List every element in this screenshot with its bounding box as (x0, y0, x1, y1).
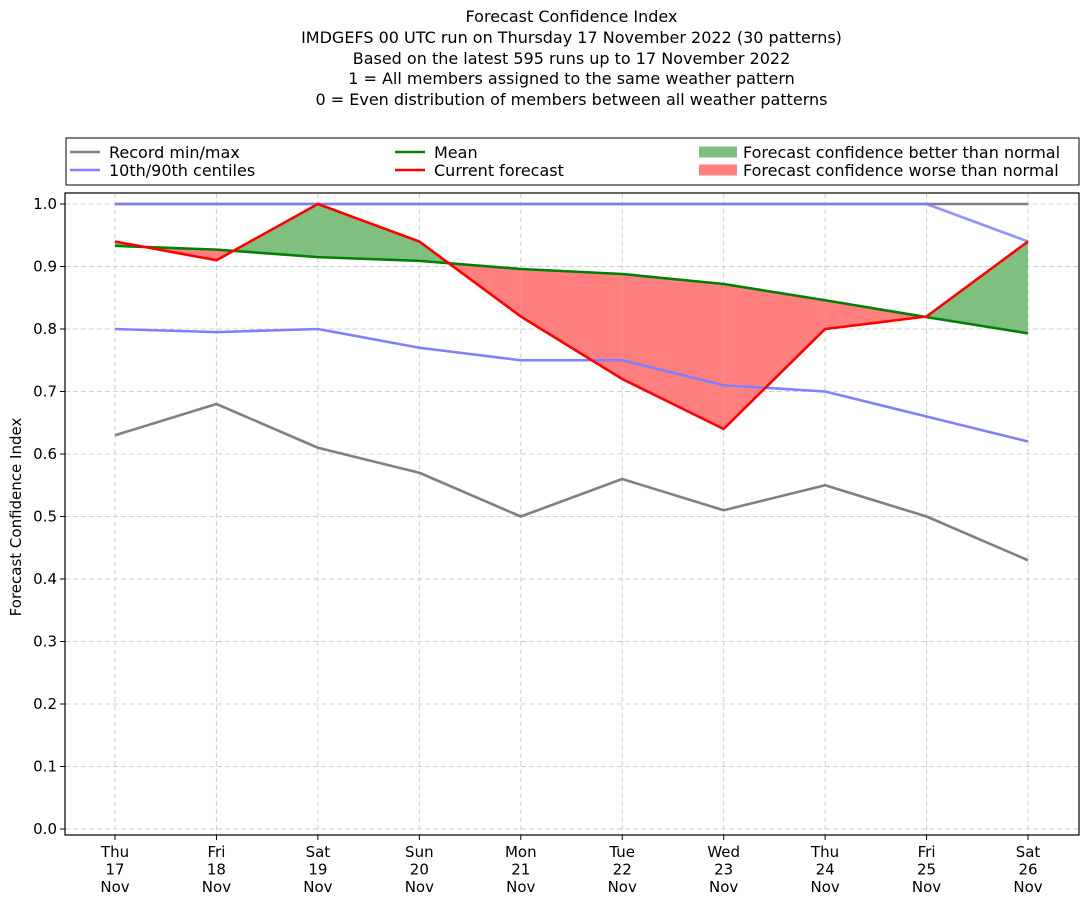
x-tick-month: Nov (100, 878, 129, 896)
x-tick-date: 18 (207, 861, 226, 879)
series-line-current-forecast (114, 202, 1029, 431)
x-tick-date: 26 (1018, 861, 1037, 879)
chart-title: Forecast Confidence Index (465, 7, 678, 26)
y-tick-label: 0.3 (33, 633, 57, 651)
x-tick-month: Nov (303, 878, 332, 896)
fill-better-than-normal (233, 204, 318, 258)
fill-worse-than-normal (723, 284, 826, 429)
x-tick-label: Sun 20 Nov (405, 843, 434, 896)
x-tick-month: Nov (1013, 878, 1042, 896)
fill-areas (115, 204, 1028, 429)
chart-subtitle-runs: Based on the latest 595 runs up to 17 No… (352, 48, 791, 68)
x-tick-day: Sun (405, 843, 434, 861)
x-tick-day: Wed (707, 843, 740, 861)
x-tick-day: Fri (208, 843, 226, 861)
x-tick-label: Thu 24 Nov (810, 843, 840, 896)
series-line-10th-centile (114, 327, 1029, 443)
y-tick-label: 0.9 (33, 258, 57, 276)
x-tick-date: 20 (410, 861, 429, 879)
y-tick-label: 0.1 (33, 758, 57, 776)
x-tick-date: 21 (511, 861, 530, 879)
plot-frame (64, 192, 1080, 836)
chart-subtitle-one: 1 = All members assigned to the same wea… (348, 69, 795, 89)
y-tick-label: 1.0 (33, 195, 57, 213)
y-tick-label: 0.2 (33, 695, 57, 713)
fill-better-than-normal (926, 241, 1028, 334)
x-tick-day: Fri (918, 843, 936, 861)
x-tick-month: Nov (405, 878, 434, 896)
legend-label-forecast-confidence-better-than-normal: Forecast confidence better than normal (743, 143, 1060, 162)
x-tick-label: Thu 17 Nov (100, 843, 130, 896)
x-tick-date: 25 (917, 861, 936, 879)
y-axis-label: Forecast Confidence Index (7, 418, 25, 617)
x-tick-month: Nov (608, 878, 637, 896)
x-tick-label: Sat 19 Nov (303, 843, 332, 896)
series-line-90th-centile (115, 202, 1029, 243)
x-tick-month: Nov (810, 878, 839, 896)
y-tick-label: 0.0 (33, 820, 57, 838)
x-tick-day: Thu (810, 843, 839, 861)
x-tick-label: Tue 22 Nov (608, 843, 637, 896)
legend-label-forecast-confidence-worse-than-normal: Forecast confidence worse than normal (743, 161, 1059, 180)
chart-title-block: Forecast Confidence Index IMDGEFS 00 UTC… (0, 7, 1092, 111)
legend-label-record-min-max: Record min/max (109, 143, 240, 162)
y-tick-label: 0.7 (33, 383, 57, 401)
x-tick-day: Tue (608, 843, 635, 861)
legend-swatch-forecast-confidence-better-than-normal (699, 146, 737, 158)
series-line-mean (114, 244, 1029, 335)
x-tick-month: Nov (912, 878, 941, 896)
x-tick-label: Wed 23 Nov (707, 843, 740, 896)
x-tick-label: Fri 18 Nov (202, 843, 231, 896)
x-tick-day: Sat (306, 843, 331, 861)
y-tick-label: 0.6 (33, 445, 57, 463)
x-tick-month: Nov (506, 878, 535, 896)
x-tick-date: 19 (308, 861, 327, 879)
x-tick-month: Nov (709, 878, 738, 896)
x-tick-month: Nov (202, 878, 231, 896)
x-tick-date: 22 (613, 861, 632, 879)
chart-subtitle-zero: 0 = Even distribution of members between… (315, 90, 828, 110)
x-tick-date: 24 (816, 861, 835, 879)
x-tick-day: Sat (1016, 843, 1041, 861)
x-tick-date: 17 (105, 861, 124, 879)
y-tick-label: 0.8 (33, 320, 57, 338)
legend-label-mean: Mean (434, 143, 478, 162)
legend-label-10th-90th-centiles: 10th/90th centiles (109, 161, 255, 180)
chart-subtitle-run: IMDGEFS 00 UTC run on Thursday 17 Novemb… (301, 27, 842, 47)
fill-worse-than-normal (520, 269, 623, 379)
x-tick-date: 23 (714, 861, 733, 879)
x-tick-day: Thu (100, 843, 129, 861)
fill-worse-than-normal (825, 300, 925, 329)
series-line-record-min (114, 402, 1029, 562)
fill-better-than-normal (317, 204, 420, 261)
y-tick-label: 0.4 (33, 570, 57, 588)
legend-frame (65, 137, 1080, 186)
x-tick-label: Fri 25 Nov (912, 843, 941, 896)
x-tick-day: Mon (505, 843, 537, 861)
y-axis: 0.0 0.1 0.2 0.3 0.4 0.5 0.6 0.7 0.8 0.9 1.0 (33, 195, 65, 838)
legend-label-current-forecast: Current forecast (434, 161, 564, 180)
x-tick-label: Mon 21 Nov (505, 843, 537, 896)
fill-worse-than-normal (622, 274, 724, 429)
series-lines (114, 202, 1029, 562)
y-tick-label: 0.5 (33, 508, 57, 526)
x-tick-label: Sat 26 Nov (1013, 843, 1042, 896)
legend-swatch-forecast-confidence-worse-than-normal (699, 164, 737, 176)
